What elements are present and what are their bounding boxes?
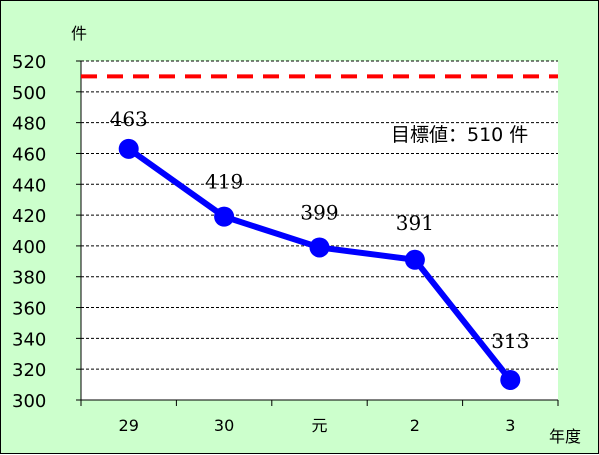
y-axis-unit: 件 <box>71 24 87 43</box>
x-tick-label: 3 <box>505 416 515 435</box>
y-tick-label: 440 <box>12 175 46 196</box>
x-axis-unit: 年度 <box>549 427 581 446</box>
y-tick-label: 400 <box>12 237 46 258</box>
target-label: 目標値：510 件 <box>391 124 528 146</box>
data-label: 399 <box>300 200 338 224</box>
data-label: 419 <box>205 170 243 194</box>
y-tick-label: 320 <box>12 360 46 381</box>
labels-group: 300 320 340 360 380 400 420 440 460 480 500 520 29 30… <box>12 52 529 435</box>
y-tick-label: 480 <box>12 114 46 135</box>
y-tick-label: 340 <box>12 329 46 350</box>
axes <box>76 60 559 406</box>
data-point <box>118 138 139 159</box>
x-tick-label: 30 <box>214 416 234 435</box>
y-tick-label: 460 <box>12 144 46 165</box>
data-point <box>404 249 425 270</box>
data-point <box>214 206 235 227</box>
y-tick-label: 420 <box>12 206 46 227</box>
x-tick-label: 2 <box>410 416 420 435</box>
data-point <box>500 369 521 390</box>
data-label: 391 <box>396 211 434 235</box>
y-tick-label: 300 <box>12 391 46 412</box>
data-label: 313 <box>491 329 529 353</box>
x-tick-label: 元 <box>311 416 327 435</box>
y-tick-label: 520 <box>12 52 46 73</box>
x-tick-label: 29 <box>119 416 139 435</box>
data-label: 463 <box>110 107 148 131</box>
y-tick-label: 380 <box>12 268 46 289</box>
y-tick-label: 360 <box>12 299 46 320</box>
gridlines <box>81 60 558 370</box>
data-point <box>309 237 330 258</box>
y-tick-label: 500 <box>12 83 46 104</box>
series-group <box>118 138 521 390</box>
